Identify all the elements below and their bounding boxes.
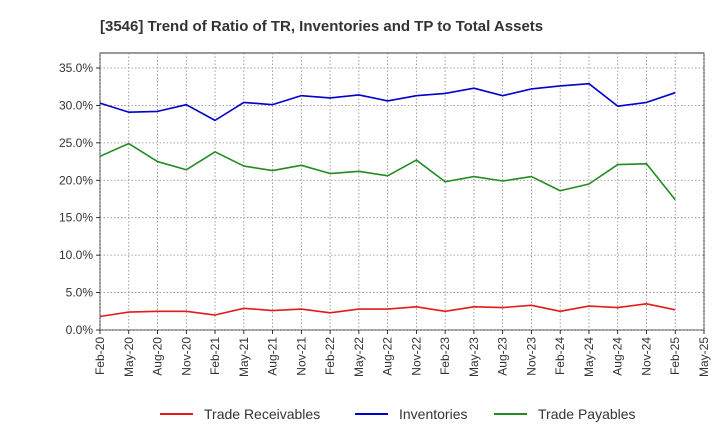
y-tick-label: 30.0% — [59, 98, 93, 112]
chart-title: [3546] Trend of Ratio of TR, Inventories… — [100, 18, 543, 35]
grid-lines — [99, 53, 705, 331]
x-tick-label: May-24 — [582, 337, 596, 377]
series-lines — [99, 82, 676, 318]
x-tick-label: Feb-25 — [668, 337, 682, 375]
x-tick-label: May-21 — [237, 337, 251, 377]
plot-area — [99, 52, 705, 331]
x-tick-label: Feb-21 — [208, 337, 222, 375]
y-tick-label: 35.0% — [59, 61, 93, 75]
x-tick-label: Nov-22 — [409, 337, 423, 376]
x-tick-label: Feb-23 — [438, 337, 452, 375]
series-line-trade-payables — [99, 142, 676, 201]
x-tick-label: May-23 — [467, 337, 481, 377]
x-tick-label: Feb-22 — [323, 337, 337, 375]
y-tick-label: 0.0% — [66, 323, 94, 337]
x-tick-label: Aug-21 — [266, 337, 280, 376]
x-tick-label: May-25 — [697, 337, 711, 377]
x-tick-label: Feb-24 — [553, 337, 567, 375]
x-tick-label: Nov-23 — [524, 337, 538, 376]
x-tick-label: Aug-23 — [496, 337, 510, 376]
x-tick-label: Nov-24 — [639, 337, 653, 376]
legend-label-inventories: Inventories — [399, 406, 467, 422]
y-tick-label: 15.0% — [59, 211, 93, 225]
x-tick-label: Aug-20 — [151, 337, 165, 376]
series-line-inventories — [99, 82, 676, 122]
legend-label-trade-payables: Trade Payables — [538, 406, 636, 422]
x-tick-label: Aug-24 — [611, 337, 625, 376]
x-axis-ticks: Feb-20 May-20 Aug-20 Nov-20 Feb-21 May-21 Aug-… — [93, 330, 711, 377]
series-line-trade-receivables — [99, 302, 676, 318]
x-tick-label: May-22 — [352, 337, 366, 377]
y-tick-label: 10.0% — [59, 248, 93, 262]
x-tick-label: Feb-20 — [93, 337, 107, 375]
legend-label-trade-receivables: Trade Receivables — [204, 406, 320, 422]
legend: Trade Receivables Inventories Trade Payabl… — [160, 406, 636, 422]
x-tick-label: Nov-21 — [294, 337, 308, 376]
x-tick-label: Aug-22 — [381, 337, 395, 376]
x-tick-label: Nov-20 — [179, 337, 193, 376]
y-tick-label: 25.0% — [59, 136, 93, 150]
y-tick-label: 5.0% — [66, 286, 94, 300]
y-axis-ticks: 0.0% 5.0% 10.0% 15.0% 20.0% 25.0% 30.0% 35.0% — [59, 61, 100, 337]
x-tick-label: May-20 — [122, 337, 136, 377]
y-tick-label: 20.0% — [59, 173, 93, 187]
